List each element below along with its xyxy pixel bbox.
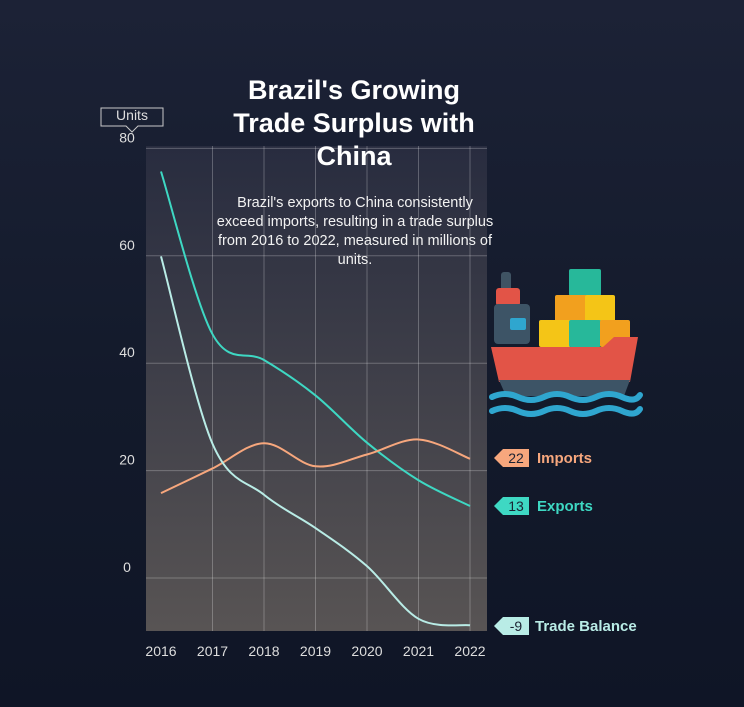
data-point [469, 624, 471, 626]
end-label: -9 Trade Balance [494, 617, 637, 635]
data-point [417, 479, 419, 481]
x-tick-label: 2020 [351, 643, 382, 659]
data-point [366, 441, 368, 443]
y-tick-label: 0 [123, 559, 131, 575]
data-point [417, 438, 419, 440]
data-point [314, 527, 316, 529]
y-axis-unit-label: Units [100, 107, 164, 133]
end-label-series-name: Trade Balance [535, 618, 637, 635]
x-tick-label: 2017 [197, 643, 228, 659]
y-tick-label: 80 [119, 129, 135, 145]
data-point [366, 565, 368, 567]
gridlines [146, 146, 487, 631]
end-label-series-name: Imports [537, 450, 592, 467]
x-tick-label: 2021 [403, 643, 434, 659]
data-point [469, 458, 471, 460]
series-line-trade-balance [160, 256, 471, 627]
data-point [314, 465, 316, 467]
data-point [263, 359, 265, 361]
x-tick-label: 2022 [454, 643, 485, 659]
x-tick-label: 2019 [300, 643, 331, 659]
axis-ticks: 2016 2017 2018 2019 2020 2021 2022 0 20 40 60 80 [119, 129, 486, 659]
end-label: 13 Exports [494, 497, 593, 515]
data-point [211, 467, 213, 469]
data-point [314, 394, 316, 396]
data-point [263, 494, 265, 496]
end-label: 22 Imports [494, 449, 592, 467]
end-label-tag [494, 497, 529, 515]
end-label-tag [494, 449, 529, 467]
series-group [160, 170, 471, 627]
end-label-value: 22 [508, 450, 524, 466]
y-tick-label: 60 [119, 237, 135, 253]
end-label-value: 13 [508, 498, 524, 514]
data-point [211, 443, 213, 445]
data-point [417, 618, 419, 620]
end-labels: 13 Exports 22 Imports -9 Trade Balance [494, 449, 637, 635]
data-point [160, 170, 162, 172]
x-tick-label: 2018 [248, 643, 279, 659]
y-axis-label: Units [116, 107, 148, 123]
y-tick-label: 40 [119, 344, 135, 360]
x-tick-label: 2016 [145, 643, 176, 659]
data-point [160, 492, 162, 494]
chart-subtitle: Brazil's exports to China consistently e… [216, 195, 494, 268]
data-point [263, 442, 265, 444]
end-label-series-name: Exports [537, 498, 593, 515]
data-point [469, 505, 471, 507]
data-point [366, 453, 368, 455]
series-line-exports [160, 171, 471, 507]
data-point [160, 255, 162, 257]
series-line-imports [160, 438, 471, 495]
plot-area [146, 146, 487, 631]
end-label-tag [494, 617, 529, 635]
end-label-value: -9 [510, 618, 523, 634]
data-point [211, 333, 213, 335]
cargo-ship-icon [489, 269, 643, 417]
chart-title: Brazil's Growing Trade Surplus with Chin… [233, 75, 475, 171]
y-tick-label: 20 [119, 452, 135, 468]
